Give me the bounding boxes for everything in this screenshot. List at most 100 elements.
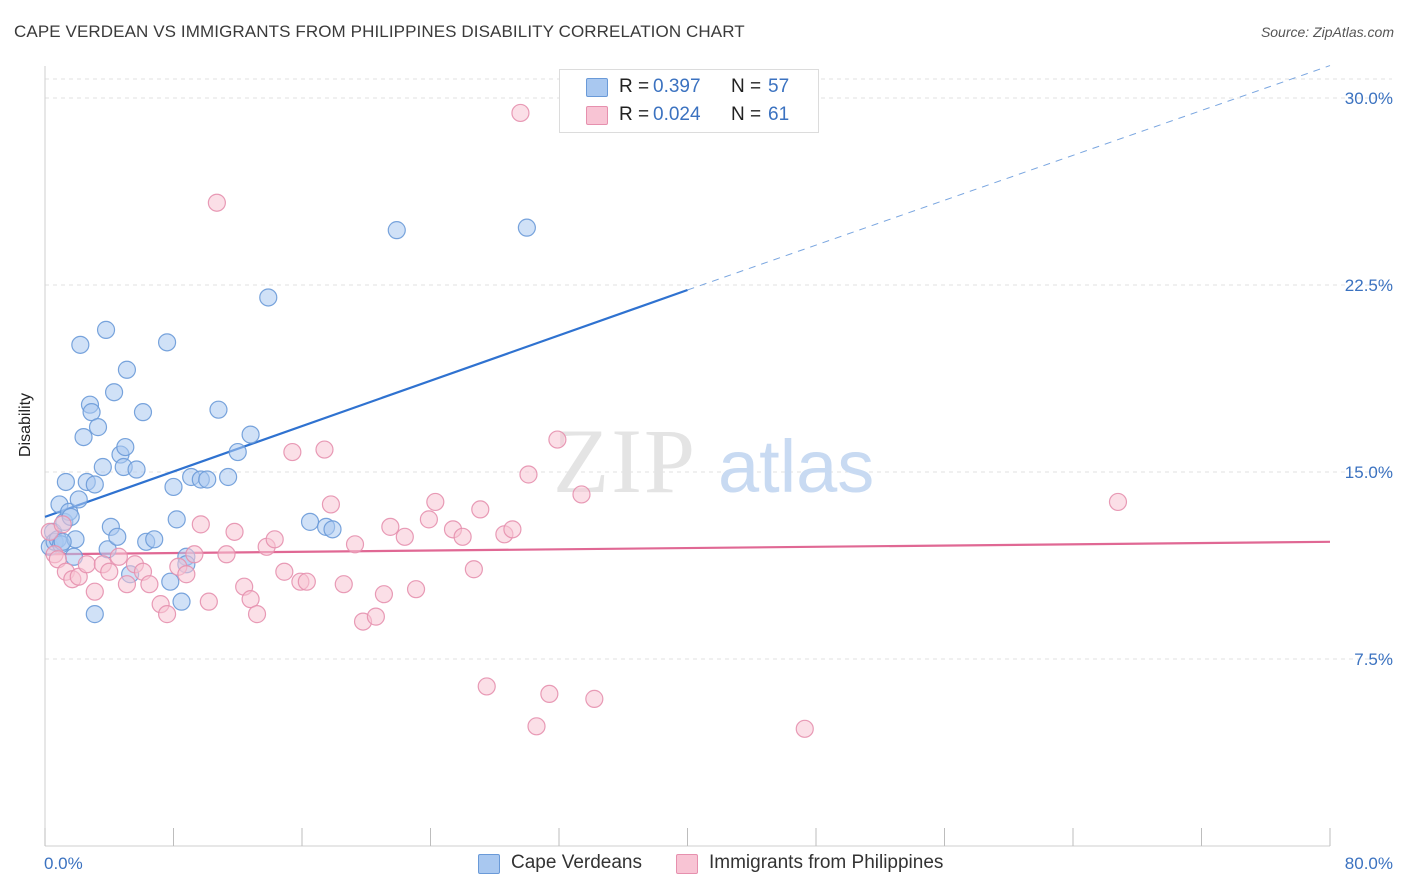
philippines-point bbox=[109, 547, 128, 566]
philippines-trend-line bbox=[44, 540, 1331, 556]
cape-verdean-point bbox=[167, 510, 186, 529]
cape-verdean-point bbox=[241, 425, 260, 444]
n-label: N = bbox=[731, 104, 762, 125]
philippines-point bbox=[406, 580, 426, 599]
philippines-point bbox=[275, 562, 294, 581]
stats-row-cape-verdeans: R = 0.397 N = 57 bbox=[560, 74, 818, 102]
legend-label: Immigrants from Philippines bbox=[709, 852, 944, 873]
philippines-point bbox=[283, 442, 302, 462]
cape-verdean-point bbox=[164, 477, 183, 497]
philippines-point bbox=[511, 103, 530, 123]
philippines-point bbox=[585, 689, 604, 708]
cape-verdean-point bbox=[74, 427, 93, 447]
philippines-point bbox=[374, 585, 394, 604]
philippines-point bbox=[53, 515, 72, 534]
philippines-point bbox=[527, 717, 546, 736]
cape-verdean-point bbox=[209, 400, 228, 419]
cape-verdean-point bbox=[108, 527, 127, 546]
cape-verdean-point bbox=[145, 530, 164, 549]
philippines-point bbox=[540, 684, 559, 704]
x-tick-label: 0.0% bbox=[44, 854, 83, 873]
cape-verdean-point bbox=[104, 383, 124, 402]
n-label: N = bbox=[731, 76, 762, 97]
legend-label: Cape Verdeans bbox=[511, 852, 642, 873]
cape-verdean-point bbox=[69, 490, 88, 509]
pink-swatch bbox=[676, 854, 698, 874]
y-tick-label: 30.0% bbox=[1345, 89, 1393, 108]
trend-lines bbox=[44, 65, 1331, 556]
philippines-point bbox=[366, 607, 385, 626]
cape-verdean-point bbox=[323, 520, 342, 539]
data-points bbox=[40, 103, 1128, 738]
cape-verdean-point bbox=[71, 335, 90, 354]
philippines-point bbox=[426, 492, 445, 512]
grid-lines bbox=[45, 78, 1392, 660]
cape-verdean-point bbox=[172, 592, 191, 611]
stats-legend: R = 0.397 N = 57 R = 0.024 N = 61 bbox=[559, 69, 819, 133]
philippines-point bbox=[297, 572, 316, 591]
cape-verdean-point bbox=[133, 403, 153, 422]
cape-verdean-point bbox=[85, 475, 104, 494]
r-label: R = bbox=[619, 76, 650, 97]
cape-verdean-point bbox=[198, 470, 217, 489]
cape-verdean-point bbox=[228, 442, 247, 462]
blue-swatch bbox=[478, 854, 500, 874]
stats-row-philippines: R = 0.024 N = 61 bbox=[560, 102, 818, 130]
philippines-point bbox=[471, 500, 490, 519]
philippines-point bbox=[225, 522, 244, 541]
philippines-point bbox=[503, 520, 522, 539]
cape-verdean-trend-extension bbox=[687, 65, 1331, 291]
philippines-point bbox=[321, 495, 341, 514]
philippines-point bbox=[207, 193, 226, 212]
philippines-point bbox=[265, 530, 284, 549]
cape-verdean-point bbox=[96, 320, 116, 339]
philippines-point bbox=[241, 590, 260, 609]
cape-verdean-point bbox=[157, 333, 177, 352]
watermark-atlas: atlas bbox=[718, 425, 874, 508]
cape-verdean-point bbox=[219, 467, 238, 487]
cape-verdean-point bbox=[93, 457, 112, 477]
philippines-point bbox=[548, 430, 567, 449]
y-axis-label: Disability bbox=[17, 392, 34, 457]
n-value: 61 bbox=[768, 104, 790, 125]
philippines-point bbox=[77, 555, 96, 574]
r-label: R = bbox=[619, 104, 650, 125]
philippines-point bbox=[519, 465, 538, 484]
cape-verdean-point bbox=[82, 403, 101, 422]
philippines-point bbox=[795, 719, 814, 738]
r-value: 0.024 bbox=[653, 104, 701, 125]
philippines-point bbox=[315, 440, 334, 459]
philippines-point bbox=[157, 605, 177, 624]
philippines-point bbox=[334, 575, 353, 594]
cape-verdean-point bbox=[259, 288, 278, 307]
x-tick-labels: 0.0% 80.0% bbox=[44, 854, 1393, 873]
philippines-point bbox=[419, 510, 438, 529]
philippines-point bbox=[345, 535, 365, 554]
pink-swatch bbox=[586, 106, 608, 125]
blue-swatch bbox=[586, 78, 608, 97]
philippines-point bbox=[85, 582, 104, 601]
cape-verdean-point bbox=[517, 218, 536, 237]
philippines-point bbox=[199, 592, 218, 611]
cape-verdean-trend-line bbox=[44, 288, 688, 518]
philippines-point bbox=[464, 560, 483, 579]
n-value: 57 bbox=[768, 76, 790, 97]
philippines-point bbox=[477, 677, 496, 696]
cape-verdean-point bbox=[88, 418, 108, 437]
chart-title: CAPE VERDEAN VS IMMIGRANTS FROM PHILIPPI… bbox=[14, 22, 745, 41]
cape-verdean-point bbox=[387, 221, 406, 240]
cape-verdean-point bbox=[116, 437, 135, 457]
y-tick-labels: 7.5% 15.0% 22.5% 30.0% bbox=[1345, 89, 1393, 669]
source-label: Source: ZipAtlas.com bbox=[1260, 24, 1394, 40]
philippines-point bbox=[381, 517, 400, 536]
philippines-point bbox=[185, 545, 204, 564]
y-tick-label: 15.0% bbox=[1345, 463, 1393, 482]
philippines-point bbox=[1108, 492, 1128, 512]
philippines-point bbox=[177, 565, 196, 584]
cape-verdean-point bbox=[300, 512, 320, 531]
watermark: ZIP atlas bbox=[553, 410, 874, 512]
cape-verdean-point bbox=[127, 460, 146, 479]
r-value: 0.397 bbox=[653, 76, 701, 97]
philippines-point bbox=[247, 605, 267, 624]
